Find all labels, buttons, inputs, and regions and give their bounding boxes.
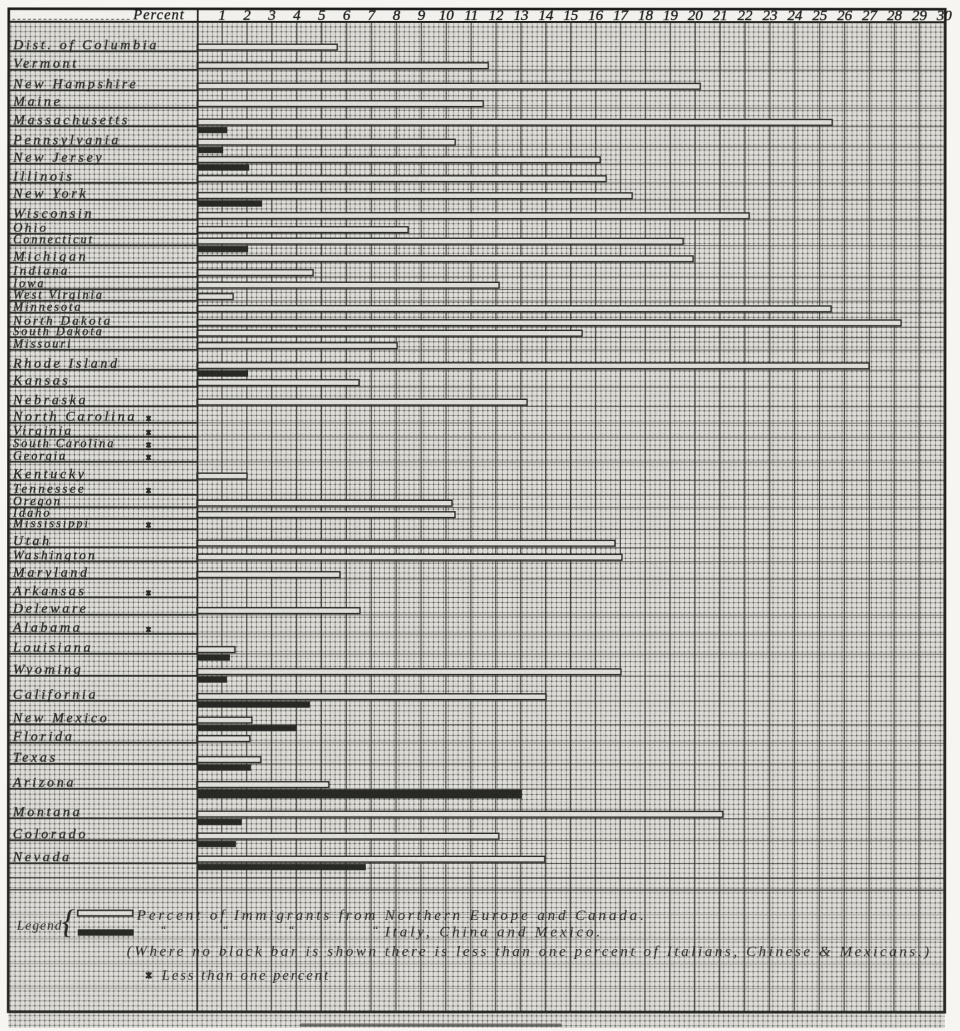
svg-text:9: 9 bbox=[418, 8, 426, 24]
svg-text:2: 2 bbox=[243, 8, 251, 24]
svg-text:14: 14 bbox=[538, 8, 554, 24]
svg-text:16: 16 bbox=[588, 8, 604, 24]
svg-text:12: 12 bbox=[489, 8, 505, 24]
svg-text:28: 28 bbox=[887, 8, 903, 24]
svg-text:11: 11 bbox=[464, 8, 478, 24]
svg-text:26: 26 bbox=[837, 8, 853, 24]
svg-text:5: 5 bbox=[318, 8, 326, 24]
svg-text:10: 10 bbox=[439, 8, 455, 24]
svg-text:30: 30 bbox=[936, 8, 953, 24]
svg-text:21: 21 bbox=[713, 8, 728, 24]
svg-text:17: 17 bbox=[613, 8, 630, 24]
svg-text:4: 4 bbox=[293, 8, 301, 24]
svg-text:18: 18 bbox=[638, 8, 654, 24]
svg-text:23: 23 bbox=[762, 8, 777, 24]
svg-text:22: 22 bbox=[738, 8, 754, 24]
svg-text:29: 29 bbox=[912, 8, 928, 24]
svg-text:20: 20 bbox=[688, 8, 704, 24]
svg-text:Percent: Percent bbox=[132, 7, 185, 23]
svg-text:7: 7 bbox=[368, 8, 377, 24]
svg-text:25: 25 bbox=[812, 8, 828, 24]
svg-text:1: 1 bbox=[218, 8, 226, 24]
svg-text:8: 8 bbox=[393, 8, 401, 24]
svg-text:6: 6 bbox=[343, 8, 351, 24]
svg-text:27: 27 bbox=[862, 8, 879, 24]
svg-text:13: 13 bbox=[513, 8, 528, 24]
svg-text:24: 24 bbox=[787, 8, 803, 24]
svg-text:15: 15 bbox=[563, 8, 579, 24]
svg-text:3: 3 bbox=[267, 8, 276, 24]
svg-text:19: 19 bbox=[663, 8, 679, 24]
